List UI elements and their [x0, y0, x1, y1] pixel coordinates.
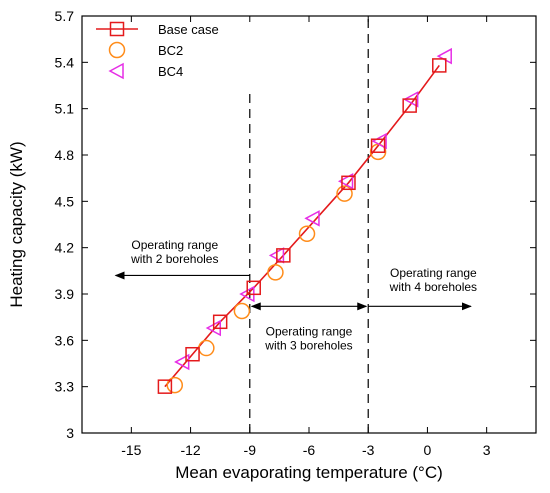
data-point-base-case — [212, 314, 228, 330]
data-point-base-case — [246, 280, 261, 296]
data-point-bc2 — [267, 264, 284, 281]
data-point-bc2 — [298, 225, 316, 243]
plot-frame — [81, 15, 537, 434]
data-point-bc2 — [166, 376, 184, 394]
data-point-bc2 — [336, 185, 353, 202]
data-point-bc4 — [304, 210, 320, 227]
y-tick-label: 5.1 — [55, 101, 75, 117]
data-point-bc2 — [233, 302, 251, 320]
y-tick-label: 4.8 — [55, 147, 75, 163]
y-tick-label: 3 — [66, 425, 74, 441]
data-point-bc4 — [337, 172, 354, 190]
x-axis-title: Mean evaporating temperature (°C) — [175, 463, 443, 482]
data-point-base-case — [341, 175, 356, 191]
data-point-base-case — [432, 58, 447, 73]
y-tick-label: 5.4 — [55, 54, 75, 70]
x-tick-label: -3 — [362, 442, 375, 458]
x-tick-label: -12 — [180, 442, 200, 458]
range-annotation-line2: with 3 boreholes — [264, 339, 352, 353]
data-point-bc4 — [403, 91, 419, 108]
legend-marker-bc4 — [108, 62, 124, 80]
data-point-base-case — [402, 98, 417, 113]
range-annotation-line1: Operating range — [131, 238, 218, 252]
range-annotation-line1: Operating range — [266, 325, 353, 339]
y-axis-title: Heating capacity (kW) — [7, 141, 26, 307]
data-point-base-case — [276, 248, 291, 263]
legend-marker-base-case — [109, 21, 125, 37]
data-point-bc4 — [436, 47, 452, 65]
y-tick-label: 3.9 — [55, 286, 75, 302]
x-tick-label: -6 — [303, 442, 316, 458]
legend-marker-bc2 — [108, 41, 126, 59]
x-tick-label: -15 — [121, 442, 141, 458]
data-point-bc4 — [174, 353, 190, 371]
y-tick-label: 3.3 — [55, 379, 75, 395]
y-tick-label: 4.2 — [55, 240, 75, 256]
data-point-base-case — [185, 346, 200, 362]
data-point-base-case — [157, 379, 173, 394]
y-tick-label: 5.7 — [55, 8, 75, 24]
y-tick-label: 4.5 — [55, 193, 75, 209]
range-annotation-line2: with 4 boreholes — [389, 280, 477, 294]
x-tick-label: -9 — [244, 442, 257, 458]
x-tick-label: 3 — [483, 442, 491, 458]
range-annotation-line1: Operating range — [390, 266, 477, 280]
data-point-bc2 — [198, 339, 215, 357]
x-tick-label: 0 — [424, 442, 432, 458]
data-point-bc4 — [371, 132, 387, 150]
data-point-base-case — [370, 138, 386, 153]
range-annotation-line2: with 2 boreholes — [130, 252, 218, 266]
legend-label-base-case: Base case — [158, 22, 219, 37]
legend-label-bc4: BC4 — [158, 64, 183, 79]
y-tick-label: 3.6 — [55, 332, 75, 348]
legend-label-bc2: BC2 — [158, 43, 183, 58]
